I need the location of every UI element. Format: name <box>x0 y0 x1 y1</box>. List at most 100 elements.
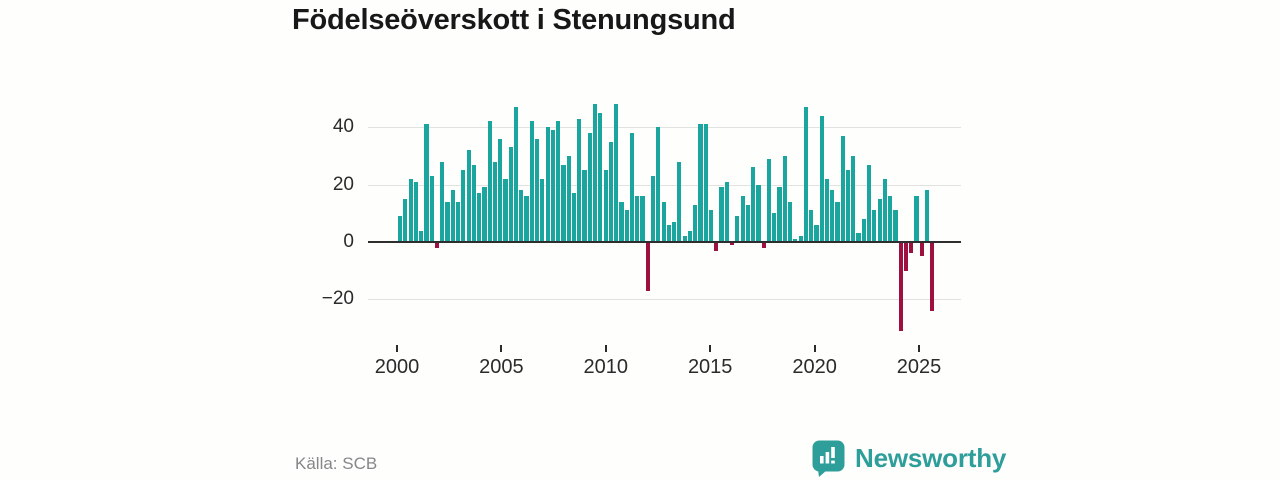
positive-bar <box>424 124 429 242</box>
positive-bar <box>914 196 919 242</box>
newsworthy-speech-bubble-chart-icon <box>812 440 845 477</box>
positive-bar <box>719 187 724 242</box>
positive-bar <box>629 132 635 242</box>
positive-bar <box>803 107 808 242</box>
x-axis-tick-label: 2025 <box>896 356 942 378</box>
positive-bar <box>809 210 814 242</box>
gridline <box>368 299 961 301</box>
positive-bar <box>824 178 830 242</box>
positive-bar <box>566 155 571 242</box>
positive-bar <box>893 210 898 242</box>
positive-bar <box>772 213 777 242</box>
y-axis-tick-label: 0 <box>343 231 354 252</box>
positive-bar <box>851 155 856 242</box>
positive-bar <box>498 138 503 242</box>
positive-bar <box>872 210 877 242</box>
positive-bar <box>856 233 861 242</box>
page-title: Födelseöverskott i Stenungsund <box>292 4 736 36</box>
x-axis-tick-mark <box>396 345 398 352</box>
positive-bar <box>471 164 476 242</box>
brand-logo: Newsworthy <box>812 440 1006 477</box>
source-label: Källa: SCB <box>295 454 378 473</box>
positive-bar <box>461 170 466 242</box>
x-axis-tick-mark <box>918 345 920 352</box>
positive-bar <box>650 175 656 242</box>
positive-bar <box>782 155 787 242</box>
positive-bar <box>703 124 708 242</box>
positive-bar <box>545 127 550 242</box>
positive-bar <box>561 164 566 242</box>
y-axis-tick-label: −20 <box>321 288 354 310</box>
negative-bar <box>714 242 719 251</box>
positive-bar <box>677 161 682 242</box>
positive-bar <box>888 196 893 242</box>
positive-bar <box>508 147 513 242</box>
positive-bar <box>766 158 772 242</box>
positive-bar <box>619 201 624 242</box>
x-axis-tick-mark <box>813 345 816 352</box>
positive-bar <box>445 201 450 242</box>
positive-bar <box>698 124 703 242</box>
positive-bar <box>487 121 492 242</box>
positive-bar <box>587 132 592 242</box>
positive-bar <box>398 216 403 242</box>
positive-bar <box>519 190 524 242</box>
positive-bar <box>524 196 529 242</box>
positive-bar <box>845 170 851 242</box>
positive-bar <box>624 210 629 242</box>
positive-bar <box>429 175 434 242</box>
zero-axis-line <box>368 241 961 243</box>
positive-bar <box>682 236 687 242</box>
y-axis-tick-label: 20 <box>332 173 354 195</box>
positive-bar <box>840 135 845 242</box>
positive-bar <box>745 204 750 242</box>
positive-bar <box>656 127 661 242</box>
negative-bar <box>903 242 909 271</box>
positive-bar <box>666 224 671 242</box>
positive-bar <box>708 210 714 242</box>
negative-bar <box>761 242 766 248</box>
positive-bar <box>440 161 445 242</box>
x-axis-tick-mark <box>604 345 607 352</box>
positive-bar <box>482 187 487 242</box>
positive-bar <box>777 187 782 242</box>
x-axis-tick-mark <box>709 345 712 352</box>
positive-bar <box>867 164 872 242</box>
negative-bar <box>730 242 735 245</box>
positive-bar <box>450 190 455 242</box>
negative-bar <box>645 242 650 291</box>
positive-bar <box>577 118 582 242</box>
positive-bar <box>503 178 508 242</box>
positive-bar <box>535 138 540 242</box>
positive-bar <box>882 178 888 242</box>
positive-bar <box>724 181 729 242</box>
positive-bar <box>413 181 418 242</box>
positive-bar <box>798 236 803 242</box>
positive-bar <box>477 193 482 242</box>
positive-bar <box>925 190 930 242</box>
positive-bar <box>608 141 613 242</box>
brand-name: Newsworthy <box>855 443 1007 473</box>
positive-bar <box>408 178 413 242</box>
positive-bar <box>687 230 693 242</box>
positive-bar <box>756 184 761 242</box>
negative-bar <box>434 242 440 248</box>
y-axis-tick-label: 40 <box>332 116 354 138</box>
positive-bar <box>614 104 619 242</box>
positive-bar <box>814 224 819 242</box>
positive-bar <box>513 107 519 242</box>
negative-bar <box>919 242 924 257</box>
positive-bar <box>672 221 677 242</box>
positive-bar <box>540 178 545 242</box>
positive-bar <box>787 201 793 242</box>
positive-bar <box>529 121 534 242</box>
gridline <box>368 184 961 186</box>
positive-bar <box>603 170 608 242</box>
positive-bar <box>592 104 598 242</box>
positive-bar <box>598 112 603 242</box>
positive-bar <box>693 204 698 242</box>
positive-bar <box>466 150 471 242</box>
positive-bar <box>403 198 408 242</box>
x-axis-tick-label: 2020 <box>792 356 837 378</box>
